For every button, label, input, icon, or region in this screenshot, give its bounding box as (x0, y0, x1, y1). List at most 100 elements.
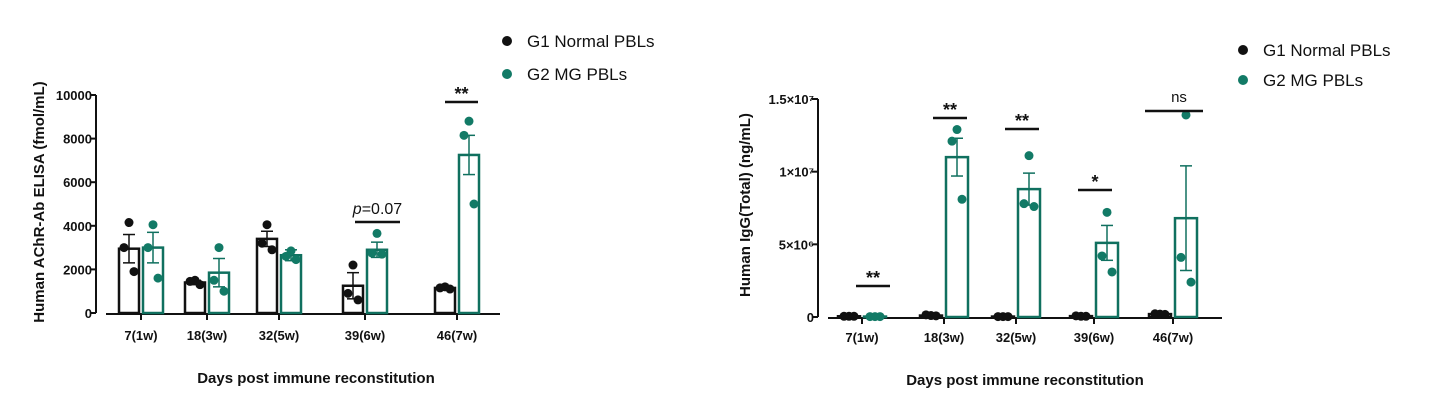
data-point-g2 (377, 249, 387, 259)
data-point-g1 (849, 311, 859, 321)
y-tick-label: 1.5×10⁷ (769, 92, 815, 107)
bar-g2 (944, 155, 970, 319)
bar-g2 (457, 153, 481, 315)
data-point-g2 (143, 243, 153, 253)
data-point-g2 (367, 248, 377, 258)
significance-label: p=0.07 (352, 201, 402, 218)
data-point-g1 (839, 311, 849, 321)
legend-label-g2: G2 MG PBLs (527, 65, 627, 84)
x-axis-title: Days post immune reconstitution (906, 372, 1144, 389)
significance-label: ns (1171, 89, 1187, 106)
bar-g2 (365, 248, 389, 315)
chart-igg-total: G1 Normal PBLs G2 MG PBLs Human IgG(Tota… (737, 41, 1391, 389)
data-point-g2 (1029, 202, 1039, 212)
data-point-g2 (281, 251, 291, 261)
data-point-g1 (1071, 311, 1081, 321)
y-tick-label: 0 (85, 306, 92, 321)
data-point-g1 (124, 218, 134, 228)
plot-area: 0 5×10⁶ 1×10⁷ 1.5×10⁷ 7(1w) 18(3w) 32(5w) 39(6w… (769, 89, 1222, 345)
x-tick-label: 39(6w) (345, 328, 385, 343)
y-tick-label: 10000 (56, 88, 92, 103)
data-point-g1 (257, 238, 267, 248)
data-point-g1 (129, 267, 139, 277)
significance-label: ** (943, 100, 957, 120)
data-point-g2 (214, 243, 224, 253)
x-tick-label: 7(1w) (124, 328, 157, 343)
y-tick-label: 6000 (63, 175, 92, 190)
legend: G1 Normal PBLs G2 MG PBLs (502, 32, 655, 84)
significance-label: ** (454, 84, 468, 104)
y-axis-title: Human IgG(Total) (ng/mL) (737, 113, 754, 297)
data-point-g2 (209, 275, 219, 285)
data-point-g1 (119, 243, 129, 253)
data-point-g2 (1107, 267, 1117, 277)
significance-label: * (1091, 172, 1098, 192)
y-tick-label: 0 (807, 310, 814, 325)
legend: G1 Normal PBLs G2 MG PBLs (1238, 41, 1391, 90)
data-point-g2 (1181, 110, 1191, 120)
data-point-g2 (947, 136, 957, 146)
data-point-g2 (865, 312, 875, 322)
data-point-g2 (1024, 151, 1034, 161)
data-point-g1 (993, 312, 1003, 322)
data-point-g2 (148, 220, 158, 230)
x-tick-label: 46(7w) (437, 328, 477, 343)
x-axis-title: Days post immune reconstitution (197, 370, 435, 387)
legend-marker-g1 (1238, 45, 1248, 55)
data-point-g2 (469, 199, 479, 209)
data-point-g2 (1102, 207, 1112, 217)
significance-label-value: =0.07 (362, 201, 403, 218)
data-point-g1 (343, 288, 353, 298)
y-axis-title: Human AChR-Ab ELISA (fmol/mL) (31, 81, 48, 322)
y-tick-label: 4000 (63, 219, 92, 234)
significance-label: ** (866, 268, 880, 288)
chart-achr-ab: G1 Normal PBLs G2 MG PBLs Human AChR-Ab … (31, 32, 655, 387)
data-point-g1 (262, 220, 272, 230)
legend-marker-g2 (1238, 75, 1248, 85)
x-tick-label: 46(7w) (1153, 330, 1193, 345)
legend-marker-g2 (502, 69, 512, 79)
data-point-g1 (931, 311, 941, 321)
y-tick-label: 8000 (63, 132, 92, 147)
data-point-g2 (219, 286, 229, 296)
data-point-g1 (348, 260, 358, 270)
legend-label-g1: G1 Normal PBLs (527, 32, 655, 51)
data-point-g2 (1186, 277, 1196, 287)
significance-label-p: p (352, 201, 362, 218)
data-point-g1 (1003, 312, 1013, 322)
x-tick-label: 18(3w) (924, 330, 964, 345)
data-point-g1 (1160, 309, 1170, 319)
data-point-g1 (195, 280, 205, 290)
data-point-g2 (1019, 199, 1029, 209)
data-point-g1 (185, 276, 195, 286)
data-point-g1 (1150, 309, 1160, 319)
data-point-g2 (153, 273, 163, 283)
x-tick-label: 39(6w) (1074, 330, 1114, 345)
data-point-g2 (952, 125, 962, 135)
significance-label: ** (1015, 111, 1029, 131)
data-point-g2 (372, 228, 382, 238)
y-tick-label: 1×10⁷ (779, 165, 814, 180)
y-tick-label: 2000 (63, 262, 92, 277)
data-point-g1 (921, 310, 931, 320)
data-point-g2 (875, 312, 885, 322)
data-point-g1 (435, 283, 445, 293)
y-tick-label: 5×10⁶ (779, 237, 814, 252)
data-point-g1 (1081, 311, 1091, 321)
x-tick-label: 18(3w) (187, 328, 227, 343)
data-point-g1 (445, 284, 455, 294)
legend-label-g1: G1 Normal PBLs (1263, 41, 1391, 60)
data-point-g2 (459, 130, 469, 140)
legend-marker-g1 (502, 36, 512, 46)
data-point-g2 (957, 194, 967, 204)
data-point-g1 (353, 295, 363, 305)
data-point-g2 (1176, 252, 1186, 262)
data-point-g1 (267, 245, 277, 255)
data-point-g2 (291, 255, 301, 265)
x-tick-label: 7(1w) (845, 330, 878, 345)
bar-g2 (279, 253, 303, 315)
x-tick-label: 32(5w) (996, 330, 1036, 345)
data-point-g2 (1097, 251, 1107, 261)
plot-area: 0 2000 4000 6000 8000 10000 7(1w) 18(3w) 32(5w) 3… (56, 84, 500, 343)
